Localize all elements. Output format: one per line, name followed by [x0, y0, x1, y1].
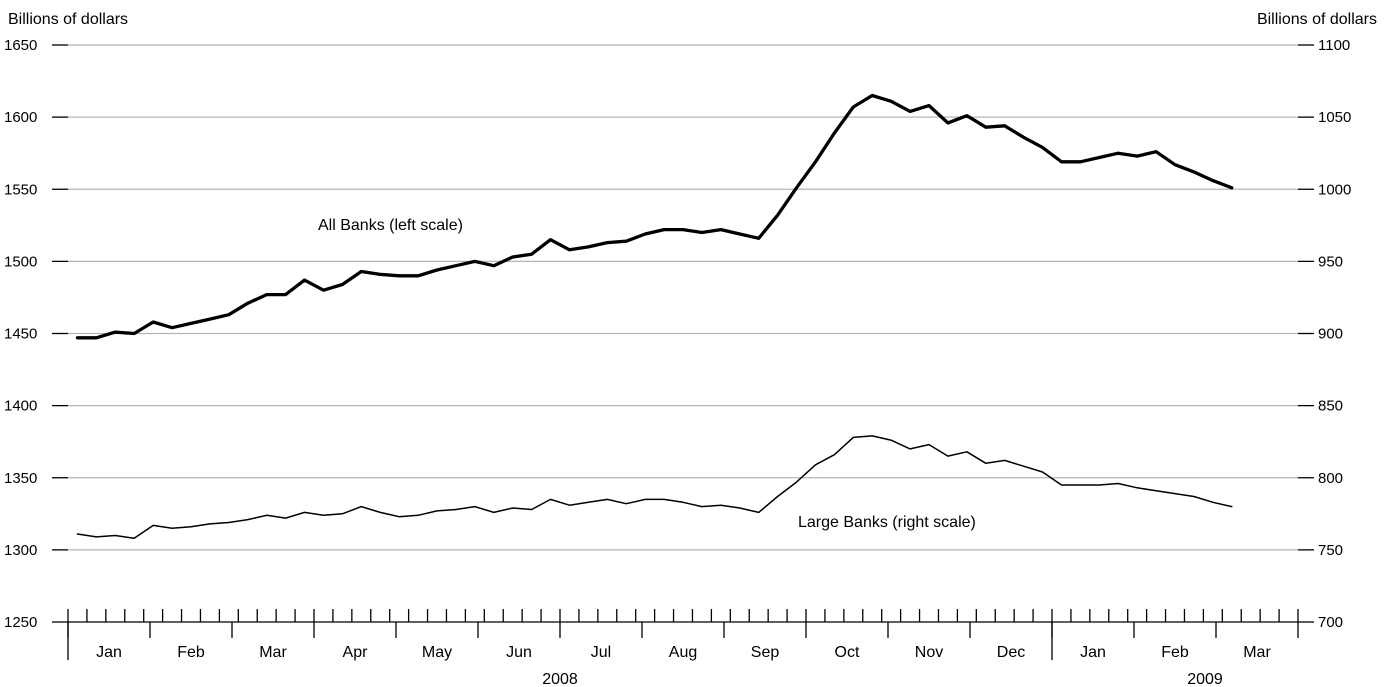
month-label: Jul [591, 644, 611, 661]
month-label: Jun [506, 644, 532, 661]
right-tick-label: 700 [1318, 614, 1343, 631]
left-tick-label: 1500 [4, 253, 37, 270]
left-tick-label: 1350 [4, 470, 37, 487]
month-label: Dec [997, 644, 1025, 661]
right-tick-label: 1100 [1318, 37, 1350, 54]
left-tick-label: 1550 [4, 181, 37, 198]
right-tick-label: 1050 [1318, 109, 1351, 126]
large-banks-series-label: Large Banks (right scale) [798, 514, 976, 531]
right-axis-unit-label: Billions of dollars [1257, 11, 1377, 28]
month-label: Oct [835, 644, 860, 661]
right-tick-label: 950 [1318, 253, 1343, 270]
month-label: Apr [343, 644, 369, 661]
right-tick-label: 750 [1318, 542, 1343, 559]
left-tick-label: 1400 [4, 398, 37, 415]
year-label: 2008 [542, 671, 578, 687]
series-lines [75, 93, 1234, 540]
month-label: Mar [259, 644, 287, 661]
month-label: Aug [669, 644, 697, 661]
left-tick-label: 1600 [4, 109, 37, 126]
left-tick-label: 1450 [4, 326, 37, 343]
left-tick-label: 1250 [4, 614, 37, 631]
right-tick-label: 900 [1318, 326, 1343, 343]
month-label: Jan [1080, 644, 1106, 661]
right-tick-label: 850 [1318, 398, 1343, 415]
axes: Billions of dollars Billions of dollars … [4, 11, 1377, 631]
month-label: May [422, 644, 452, 661]
month-label: Mar [1243, 644, 1271, 661]
gridlines [68, 44, 1298, 551]
month-label: Feb [177, 644, 205, 661]
all-banks-line [75, 93, 1234, 340]
month-label: Sep [751, 644, 780, 661]
left-axis-unit-label: Billions of dollars [8, 11, 128, 28]
x-axis: Jan Feb Mar Apr May Jun Jul Aug Sep Oct Nov Dec Jan F… [67, 609, 1299, 687]
series-labels: All Banks (left scale) Large Banks (righ… [318, 217, 976, 531]
left-tick-label: 1650 [4, 37, 37, 54]
year-label: 2009 [1187, 671, 1223, 687]
right-tick-label: 1000 [1318, 181, 1351, 198]
month-label: Jan [96, 644, 122, 661]
right-tick-label: 800 [1318, 470, 1343, 487]
month-label: Nov [915, 644, 943, 661]
large-banks-line [76, 435, 1233, 540]
month-label: Feb [1161, 644, 1189, 661]
left-tick-label: 1300 [4, 542, 37, 559]
all-banks-series-label: All Banks (left scale) [318, 217, 463, 234]
